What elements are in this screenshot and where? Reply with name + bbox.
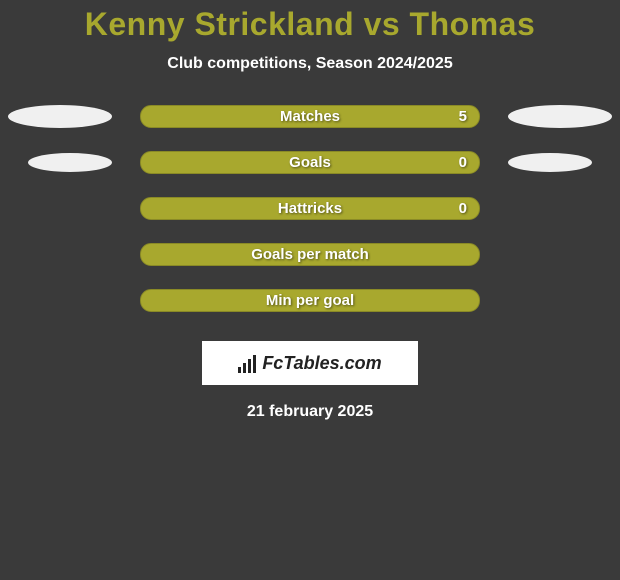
- stat-value: 0: [459, 200, 467, 217]
- stat-row-goals-per-match: Goals per match: [0, 243, 620, 266]
- date-label: 21 february 2025: [247, 403, 373, 421]
- stat-label: Matches: [280, 108, 340, 125]
- player-left-marker: [8, 105, 112, 128]
- stat-row-min-per-goal: Min per goal: [0, 289, 620, 312]
- brand-logo-inner: FcTables.com: [238, 353, 381, 374]
- stat-value: 5: [459, 108, 467, 125]
- stat-label: Goals: [289, 154, 331, 171]
- stat-bar: Min per goal: [140, 289, 480, 312]
- stat-bar: Matches 5: [140, 105, 480, 128]
- stat-bar: Hattricks 0: [140, 197, 480, 220]
- page-subtitle: Club competitions, Season 2024/2025: [167, 55, 452, 73]
- player-right-marker: [508, 153, 592, 172]
- stat-value: 0: [459, 154, 467, 171]
- player-right-marker: [508, 105, 612, 128]
- brand-logo[interactable]: FcTables.com: [202, 341, 418, 385]
- stat-label: Goals per match: [251, 246, 369, 263]
- comparison-card: Kenny Strickland vs Thomas Club competit…: [0, 0, 620, 421]
- page-title: Kenny Strickland vs Thomas: [85, 6, 535, 43]
- brand-logo-text: FcTables.com: [262, 353, 381, 374]
- stat-row-goals: Goals 0: [0, 151, 620, 174]
- stat-label: Min per goal: [266, 292, 354, 309]
- player-left-marker: [28, 153, 112, 172]
- stat-row-hattricks: Hattricks 0: [0, 197, 620, 220]
- stat-row-matches: Matches 5: [0, 105, 620, 128]
- chart-icon: [238, 353, 258, 373]
- stat-label: Hattricks: [278, 200, 342, 217]
- stat-bar: Goals 0: [140, 151, 480, 174]
- stat-bar: Goals per match: [140, 243, 480, 266]
